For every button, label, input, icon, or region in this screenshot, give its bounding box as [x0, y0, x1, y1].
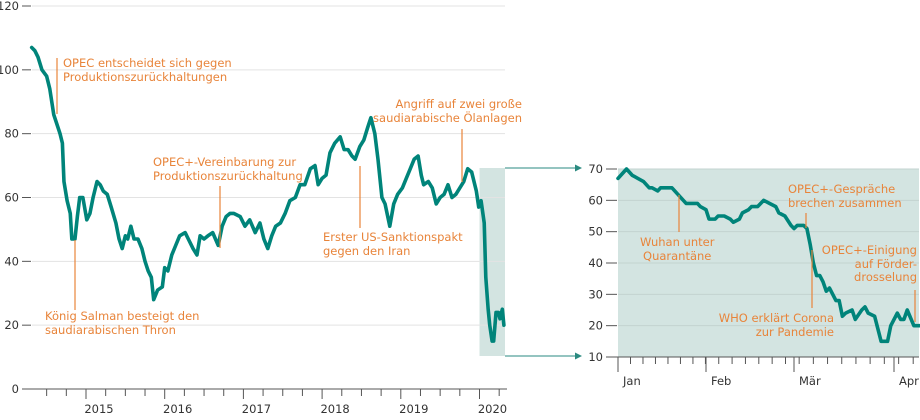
- y-tick-label: 60: [4, 191, 19, 205]
- y-tick-label: 40: [4, 254, 19, 268]
- y-tick-label: 80: [4, 127, 19, 141]
- arrow-icon: [575, 164, 582, 172]
- annotation-line: Erster US-Sanktionspakt: [323, 230, 463, 244]
- x-tick-label: 2020: [478, 402, 507, 416]
- annotation-line: drosselung: [854, 270, 917, 284]
- annotation-who-pandemic: WHO erklärt Corona zur Pandemie: [718, 311, 834, 339]
- annotation-line: Quarantäne: [643, 248, 712, 263]
- y-tick-label: 40: [588, 256, 603, 270]
- y-tick-label: 30: [588, 287, 603, 301]
- annotation-opec-decision: OPEC entscheidet sich gegen Produktionsz…: [63, 56, 232, 84]
- annotation-wuhan: Wuhan unter Quarantäne: [640, 235, 715, 263]
- annotation-us-sanctions: Erster US-Sanktionspakt gegen den Iran: [323, 230, 463, 258]
- x-tick-label: 2018: [320, 402, 349, 416]
- annotation-king-salman: König Salman besteigt den saudiarabische…: [45, 309, 200, 337]
- y-tick-label: 60: [588, 193, 603, 207]
- annotation-opec-talks-collapse: OPEC+-Gespräche brechen zusammen: [788, 182, 902, 210]
- price-line-2020: [616, 167, 920, 344]
- x-tick-label: 2016: [163, 402, 192, 416]
- annotation-line: OPEC entscheidet sich gegen: [63, 56, 232, 70]
- annotation-line: zur Pandemie: [755, 324, 834, 339]
- x-tick-label: Feb: [711, 374, 731, 388]
- annotation-line: Angriff auf zwei große: [395, 97, 523, 111]
- x-tick-label: Jan: [622, 374, 641, 388]
- price-line-2014-2020: [29, 45, 506, 343]
- annotation-line: saudiarabische Ölanlagen: [373, 110, 522, 125]
- annotation-line: OPEC+-Vereinbarung zur: [153, 155, 297, 169]
- highlight-region: [479, 168, 505, 356]
- y-tick-label: 20: [588, 319, 603, 333]
- annotation-line: gegen den Iran: [323, 243, 411, 258]
- x-tick-label: Mär: [799, 374, 821, 388]
- annotation-line: König Salman besteigt den: [45, 309, 200, 323]
- x-tick-label: 2017: [242, 402, 271, 416]
- x-tick-label: 2015: [84, 402, 113, 416]
- annotation-line: OPEC+-Einigung: [821, 243, 917, 257]
- annotation-line: saudiarabischen Thron: [45, 322, 176, 337]
- annotation-attack-oil-facilities: Angriff auf zwei große saudiarabische Öl…: [373, 97, 523, 125]
- y-tick-label: 10: [588, 350, 603, 364]
- y-tick-label: 0: [12, 382, 19, 396]
- y-tick-label: 50: [588, 225, 603, 239]
- annotation-line: OPEC+-Gespräche: [788, 182, 896, 196]
- annotation-line: Wuhan unter: [640, 235, 715, 249]
- annotation-line: brechen zusammen: [788, 195, 902, 210]
- y-tick-label: 100: [0, 63, 19, 77]
- annotation-opec-plus-agreement: OPEC+-Vereinbarung zur Produktionszurück…: [153, 155, 303, 183]
- annotation-line: WHO erklärt Corona: [718, 311, 834, 325]
- x-tick-label: 2019: [399, 402, 428, 416]
- annotation-line: auf Förder-: [854, 256, 917, 271]
- x-tick-label: Apr: [899, 374, 919, 388]
- y-tick-label: 120: [0, 0, 19, 13]
- y-tick-label: 70: [588, 162, 603, 176]
- annotation-opec-production-cut: OPEC+-Einigung auf Förder- drosselung: [821, 243, 917, 285]
- annotation-line: Produktionszurückhaltungen: [63, 69, 228, 84]
- arrow-icon: [575, 352, 582, 360]
- y-tick-label: 20: [4, 318, 19, 332]
- annotation-line: Produktionszurückhaltung: [153, 168, 303, 183]
